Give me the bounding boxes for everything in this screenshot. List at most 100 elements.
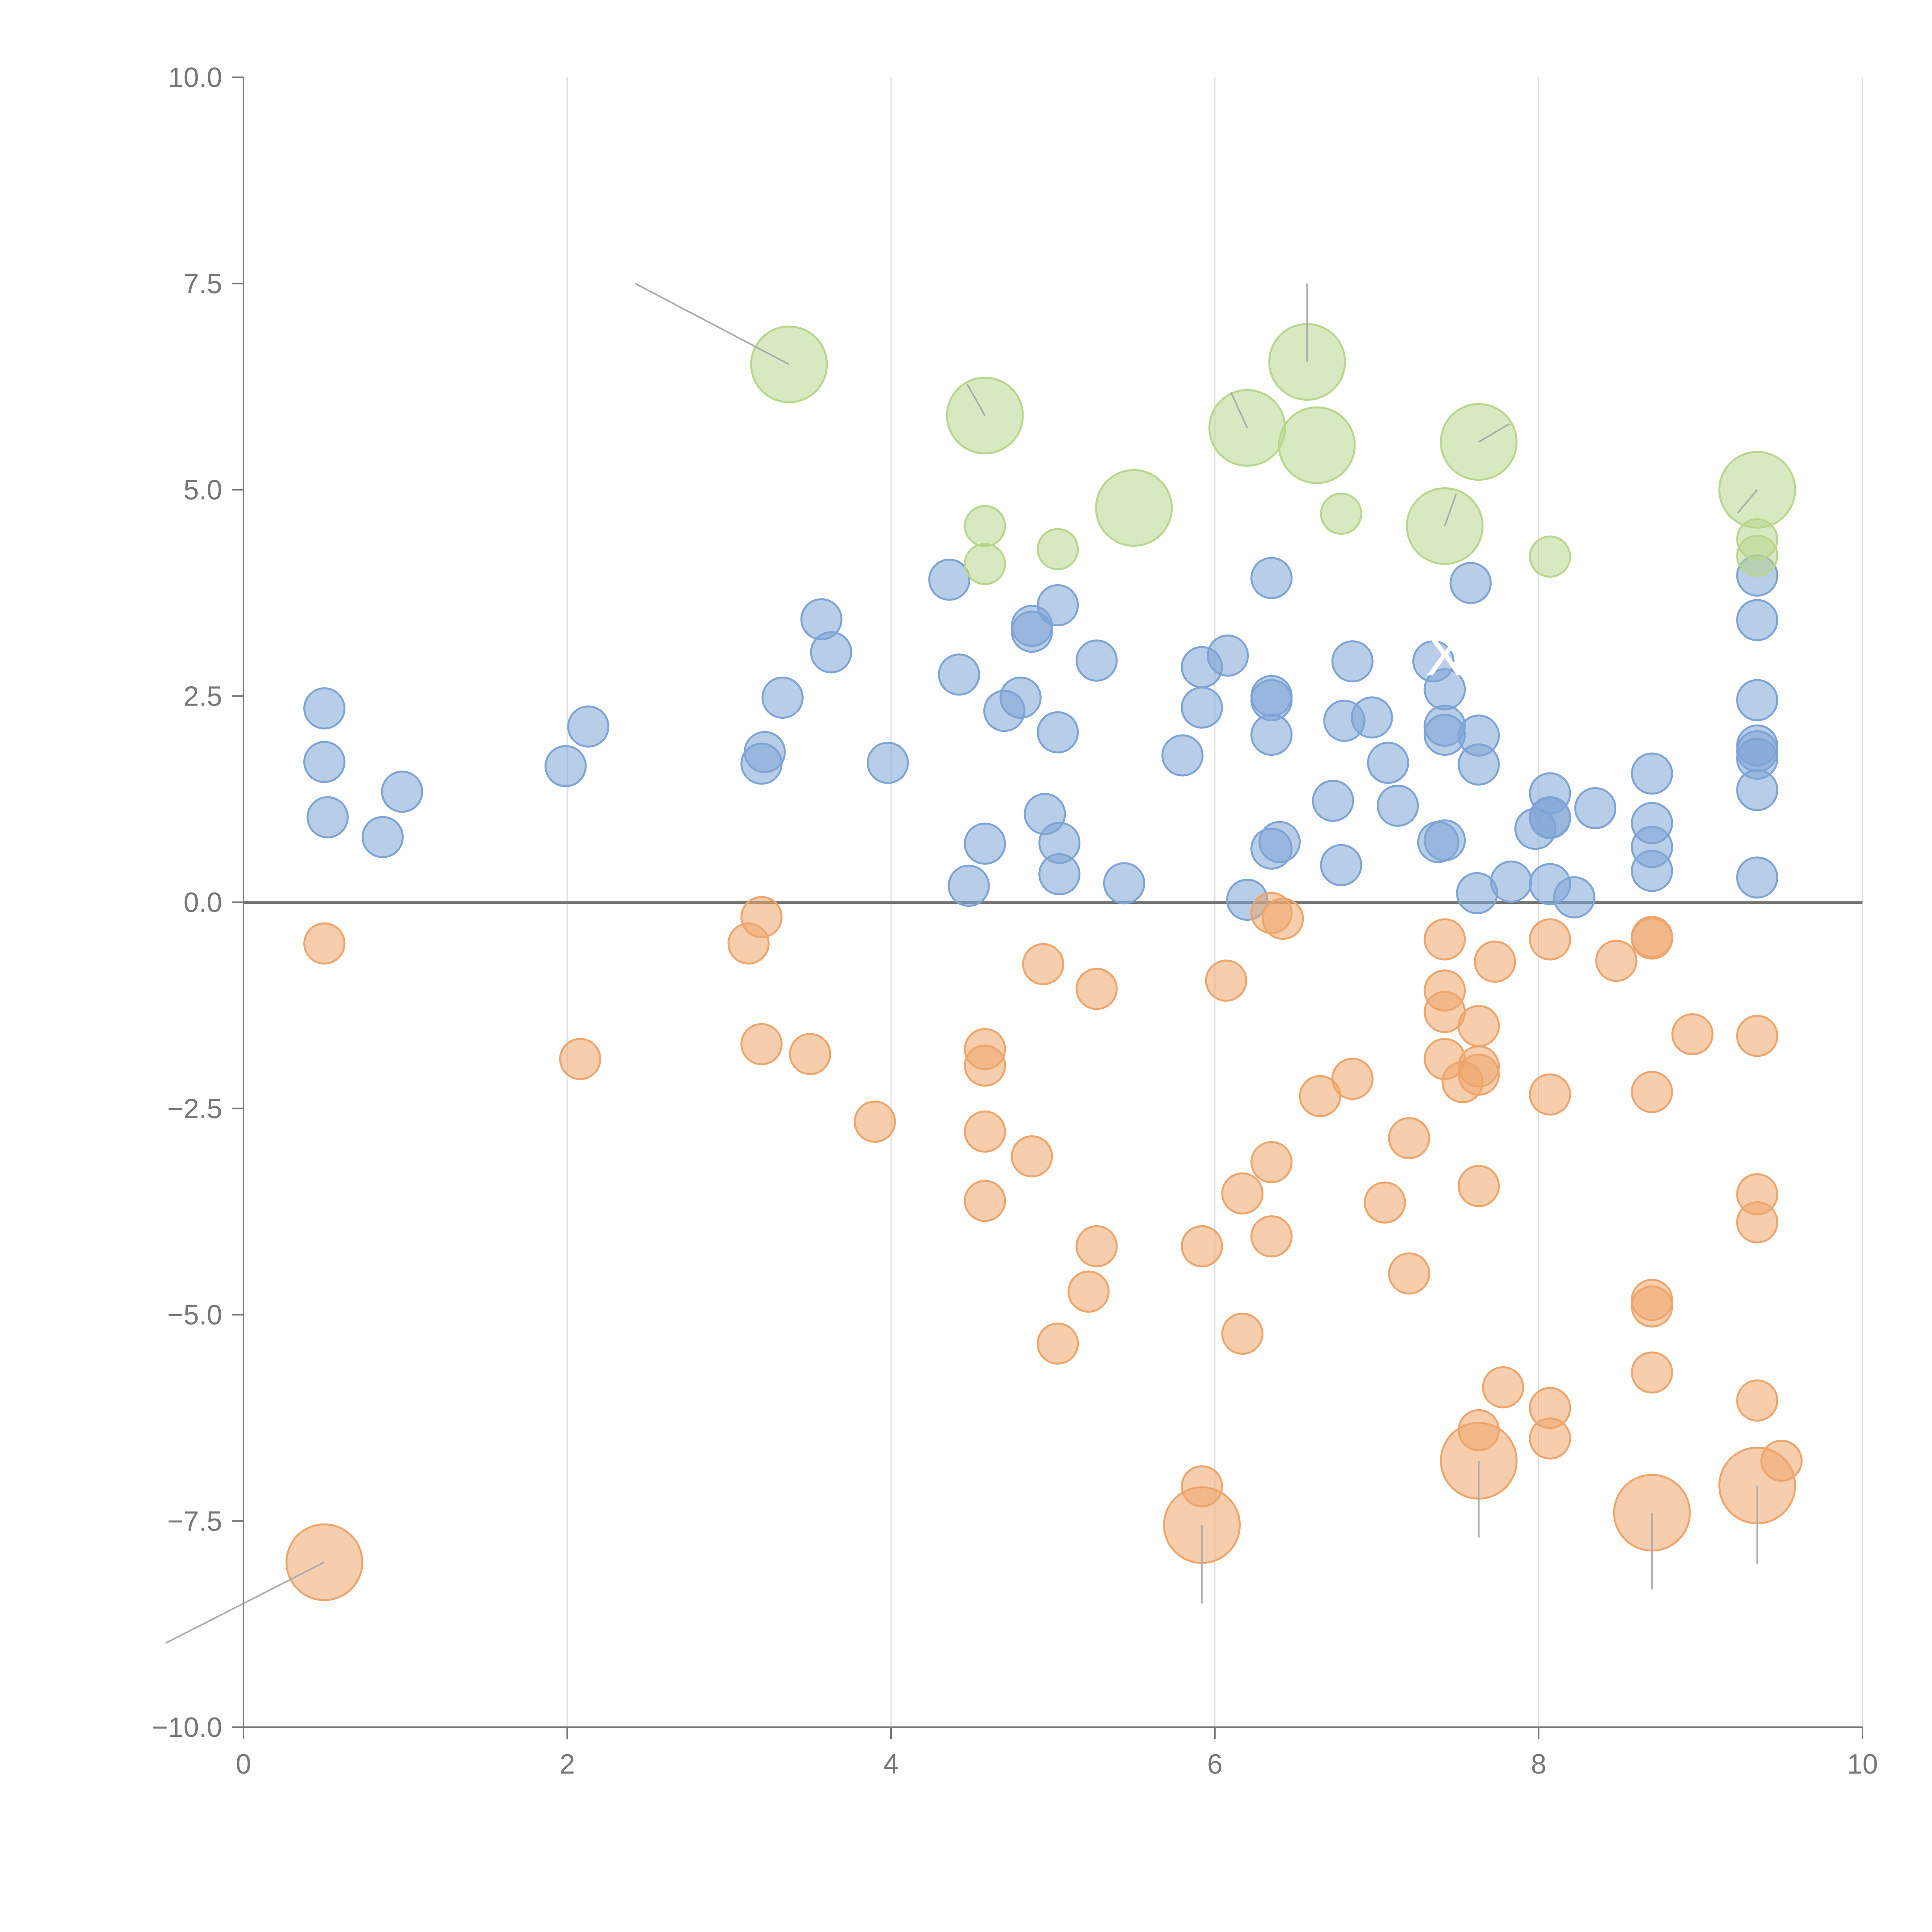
orange-point	[1631, 1285, 1673, 1328]
blue-point	[361, 816, 404, 858]
green-point	[964, 505, 1006, 547]
orange-point	[1482, 1366, 1524, 1408]
x-tick-label: 4	[883, 1749, 899, 1780]
annotation-leader-line	[165, 1561, 325, 1644]
orange-point	[303, 922, 345, 965]
blue-point	[1736, 679, 1779, 721]
orange-point	[1205, 959, 1247, 1002]
y-tick-label: −10.0	[152, 1712, 222, 1743]
orange-point	[1736, 1015, 1779, 1057]
blue-point	[567, 705, 609, 748]
blue-point	[303, 741, 345, 783]
orange-point	[1299, 1075, 1341, 1117]
orange-point	[1736, 1201, 1779, 1243]
orange-point	[1364, 1181, 1406, 1224]
annotation-leader-line	[1230, 392, 1248, 429]
y-tick-label: 7.5	[184, 269, 222, 299]
blue-point	[1331, 640, 1374, 683]
orange-point	[1423, 918, 1466, 961]
blue-point	[1458, 743, 1500, 786]
blue-point	[1320, 844, 1362, 886]
y-tick-label: 0.0	[184, 887, 222, 918]
axis-layer: 10.0 7.5 5.0 2.5 0.0 −2.5 −5.0 −7.5 −10.0 0 2 4 6 8 10	[152, 62, 1878, 1780]
blue-point	[964, 822, 1006, 865]
orange-point	[1671, 1013, 1714, 1056]
blue-point	[867, 742, 909, 784]
green-point	[1037, 528, 1079, 570]
blue-point	[1490, 861, 1532, 903]
orange-point	[964, 1111, 1006, 1153]
blue-point	[1250, 557, 1293, 599]
x-tick-label: 8	[1531, 1749, 1546, 1780]
orange-point	[1075, 1225, 1118, 1267]
annotation-leader-line	[966, 384, 986, 416]
orange-point	[1180, 1225, 1223, 1267]
orange-point	[1631, 1351, 1673, 1394]
y-tick-label: −7.5	[167, 1506, 222, 1537]
orange-point	[1067, 1270, 1110, 1313]
blue-point	[303, 687, 345, 730]
orange-point	[1331, 1058, 1374, 1100]
blue-point	[1736, 769, 1779, 811]
blue-point	[999, 677, 1042, 719]
orange-point	[1736, 1379, 1779, 1422]
orange-point	[1022, 943, 1065, 985]
blue-point	[1736, 856, 1779, 899]
blue-point	[761, 677, 804, 719]
blue-point	[1631, 850, 1673, 892]
blue-point	[1350, 696, 1393, 739]
orange-point	[854, 1100, 896, 1143]
orange-point	[1221, 1172, 1264, 1215]
blue-point	[1449, 562, 1492, 604]
points-layer	[286, 323, 1803, 1601]
blue-point	[1037, 584, 1079, 626]
annotation-leader-line	[1478, 423, 1510, 443]
orange-point	[964, 1180, 1006, 1222]
green-highlight-point	[1278, 406, 1356, 484]
blue-point	[1103, 862, 1145, 905]
green-point	[1736, 534, 1779, 577]
blue-point	[1037, 711, 1079, 753]
y-tick-label: −2.5	[167, 1094, 222, 1124]
blue-point	[1367, 742, 1409, 784]
orange-point	[1388, 1117, 1430, 1160]
orange-point	[559, 1038, 602, 1080]
blue-point	[947, 864, 990, 907]
blue-point	[1011, 611, 1053, 653]
blue-point	[1423, 819, 1466, 862]
blue-point	[381, 770, 423, 813]
blue-point	[306, 796, 349, 838]
blue-point	[1736, 599, 1779, 641]
blue-point	[1250, 714, 1293, 756]
green-point	[1529, 535, 1571, 578]
blue-point	[743, 731, 786, 773]
orange-point	[1458, 1165, 1500, 1207]
blue-point	[1631, 752, 1673, 795]
x-tick-label: 2	[560, 1749, 575, 1780]
annotation-leader-line	[1444, 493, 1457, 527]
orange-point	[964, 1044, 1006, 1087]
blue-point	[1259, 821, 1301, 863]
blue-point	[928, 558, 971, 601]
blue-point	[1038, 853, 1081, 895]
blue-point	[1075, 639, 1118, 682]
x-tick-label: 6	[1207, 1749, 1223, 1780]
x-tick-label: 0	[236, 1749, 251, 1780]
orange-point	[1529, 1417, 1571, 1460]
orange-point	[1011, 1135, 1053, 1178]
orange-point	[1037, 1322, 1079, 1365]
blue-point	[1529, 796, 1571, 838]
green-point	[964, 543, 1006, 585]
orange-point	[740, 896, 783, 938]
y-tick-label: −5.0	[167, 1300, 222, 1331]
green-point	[1320, 492, 1362, 535]
orange-point	[1631, 917, 1673, 960]
orange-point	[1595, 940, 1638, 982]
orange-point	[1458, 1005, 1500, 1047]
y-tick-label: 10.0	[168, 62, 222, 93]
annotation-leader-line	[635, 282, 789, 365]
annotation-label: X	[1425, 623, 1464, 688]
label-layer: X	[1425, 623, 1464, 688]
